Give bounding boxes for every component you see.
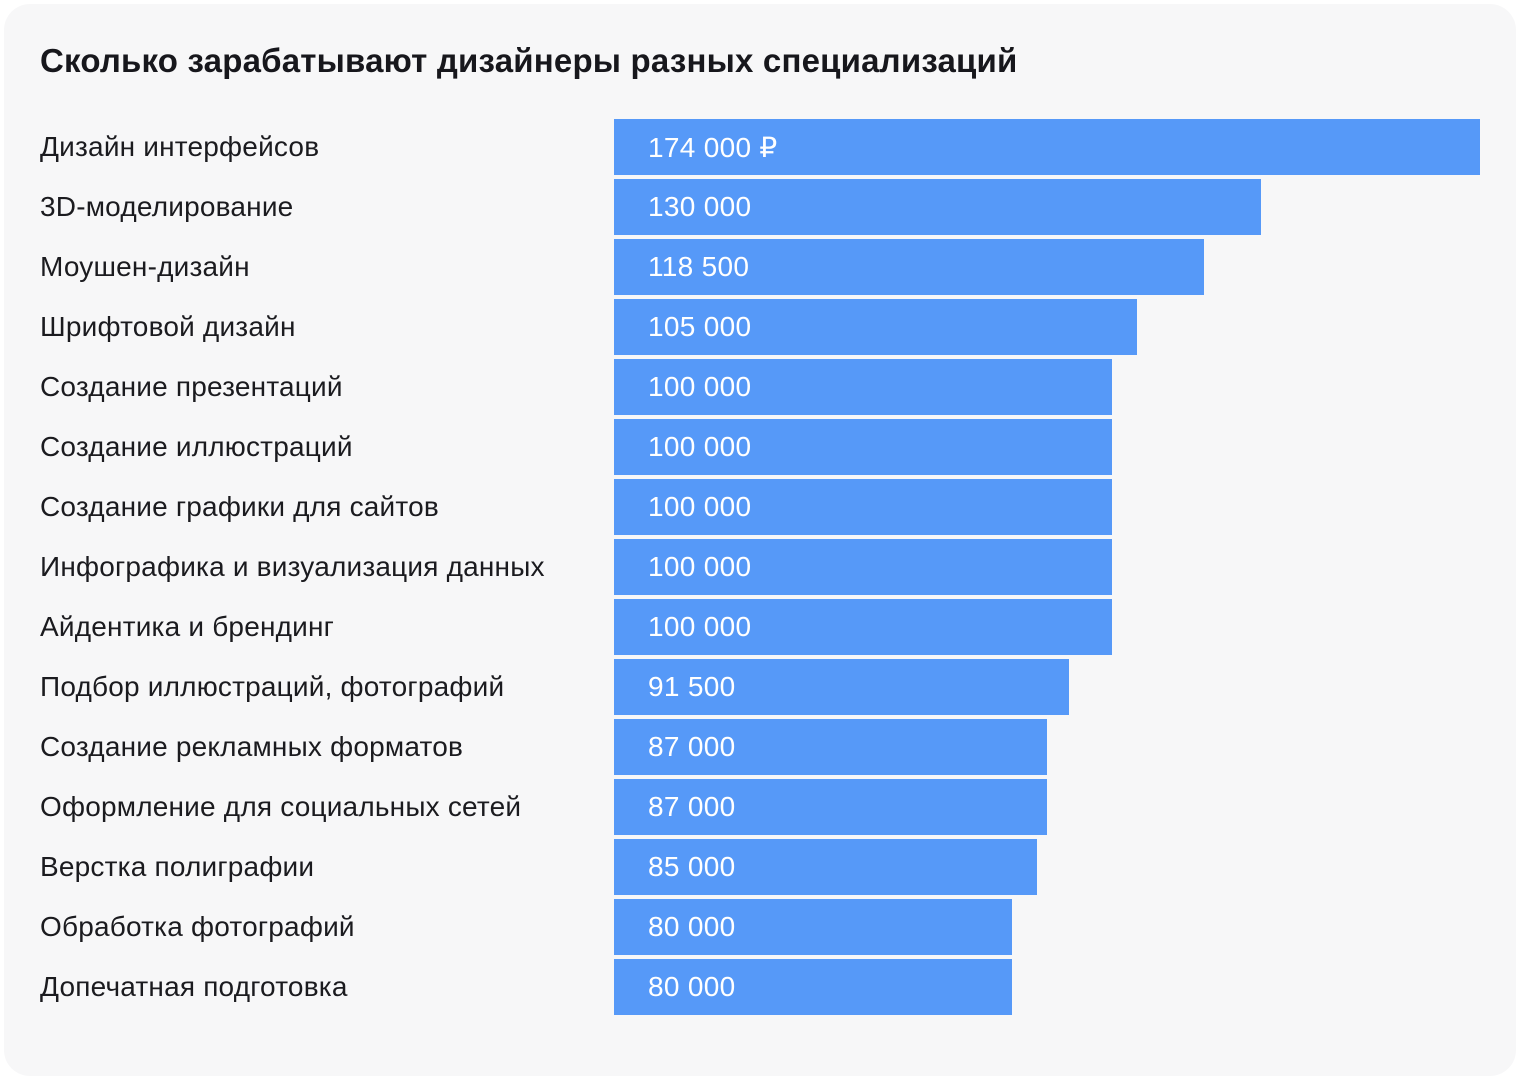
bar-value-label: 100 000: [648, 611, 752, 642]
value-bar: 85 000: [614, 839, 1038, 895]
bar-value-label: 80 000: [648, 911, 736, 942]
chart-row: Создание иллюстраций 100 000: [40, 419, 1480, 475]
value-bar: 118 500: [614, 239, 1204, 295]
bar-value-label: 100 000: [648, 491, 752, 522]
chart-row: Создание презентаций 100 000: [40, 359, 1480, 415]
bar-track: 118 500: [614, 239, 1480, 295]
chart-row: Шрифтовой дизайн 105 000: [40, 299, 1480, 355]
category-label: Создание иллюстраций: [40, 431, 353, 462]
category-label: Оформление для социальных сетей: [40, 791, 522, 822]
category-label: Создание графики для сайтов: [40, 491, 439, 522]
category-label: Создание презентаций: [40, 371, 343, 402]
bar-track: 130 000: [614, 179, 1480, 235]
bar-track: 100 000: [614, 359, 1480, 415]
bar-track: 87 000: [614, 779, 1480, 835]
bar-track: 100 000: [614, 419, 1480, 475]
bar-track: 80 000: [614, 899, 1480, 955]
bar-value-label: 91 500: [648, 671, 736, 702]
chart-title: Сколько зарабатывают дизайнеры разных сп…: [40, 42, 1018, 79]
category-label: 3D-моделирование: [40, 191, 294, 222]
chart-row: Создание рекламных форматов 87 000: [40, 719, 1480, 775]
bar-value-label: 80 000: [648, 971, 736, 1002]
value-bar: 87 000: [614, 719, 1047, 775]
value-bar: 100 000: [614, 419, 1112, 475]
bar-track: 85 000: [614, 839, 1480, 895]
bar-value-label: 85 000: [648, 851, 736, 882]
chart-rows: Дизайн интерфейсов 174 000 ₽ 3D-моделирова…: [40, 119, 1480, 1015]
chart-row: Обработка фотографий 80 000: [40, 899, 1480, 955]
bar-track: 100 000: [614, 479, 1480, 535]
bar-value-label: 87 000: [648, 791, 736, 822]
category-label: Айдентика и брендинг: [40, 611, 335, 642]
chart-row: Подбор иллюстраций, фотографий 91 500: [40, 659, 1480, 715]
bar-value-label: 105 000: [648, 311, 752, 342]
category-label: Моушен-дизайн: [40, 251, 250, 282]
value-bar: 100 000: [614, 539, 1112, 595]
category-label: Шрифтовой дизайн: [40, 311, 296, 342]
bar-value-label: 100 000: [648, 551, 752, 582]
bar-track: 80 000: [614, 959, 1480, 1015]
bar-track: 100 000: [614, 599, 1480, 655]
bar-value-label: 87 000: [648, 731, 736, 762]
value-bar: 100 000: [614, 359, 1112, 415]
category-label: Верстка полиграфии: [40, 851, 315, 882]
value-bar: 80 000: [614, 899, 1013, 955]
value-bar: 105 000: [614, 299, 1137, 355]
bar-track: 91 500: [614, 659, 1480, 715]
value-bar: 80 000: [614, 959, 1013, 1015]
category-label: Подбор иллюстраций, фотографий: [40, 671, 505, 702]
category-label: Инфографика и визуализация данных: [40, 551, 545, 582]
category-label: Дизайн интерфейсов: [40, 131, 320, 162]
chart-row: Инфографика и визуализация данных 100 000: [40, 539, 1480, 595]
chart-row: Создание графики для сайтов 100 000: [40, 479, 1480, 535]
bar-value-label: 100 000: [648, 431, 752, 462]
category-label: Обработка фотографий: [40, 911, 355, 942]
category-label: Допечатная подготовка: [40, 971, 348, 1002]
value-bar: 174 000 ₽: [614, 119, 1480, 175]
bar-track: 100 000: [614, 539, 1480, 595]
chart-row: 3D-моделирование 130 000: [40, 179, 1480, 235]
bar-track: 174 000 ₽: [614, 119, 1480, 175]
chart-row: Допечатная подготовка 80 000: [40, 959, 1480, 1015]
bar-value-label: 174 000 ₽: [648, 131, 778, 163]
bar-track: 87 000: [614, 719, 1480, 775]
value-bar: 100 000: [614, 599, 1112, 655]
chart-row: Дизайн интерфейсов 174 000 ₽: [40, 119, 1480, 175]
chart-row: Верстка полиграфии 85 000: [40, 839, 1480, 895]
bar-value-label: 118 500: [648, 251, 750, 282]
chart-row: Оформление для социальных сетей 87 000: [40, 779, 1480, 835]
value-bar: 130 000: [614, 179, 1261, 235]
value-bar: 87 000: [614, 779, 1047, 835]
bar-track: 105 000: [614, 299, 1480, 355]
value-bar: 100 000: [614, 479, 1112, 535]
chart-card: Сколько зарабатывают дизайнеры разных сп…: [4, 4, 1516, 1076]
value-bar: 91 500: [614, 659, 1070, 715]
category-label: Создание рекламных форматов: [40, 731, 464, 762]
chart-row: Моушен-дизайн 118 500: [40, 239, 1480, 295]
bar-value-label: 100 000: [648, 371, 752, 402]
bar-value-label: 130 000: [648, 191, 752, 222]
chart-row: Айдентика и брендинг 100 000: [40, 599, 1480, 655]
